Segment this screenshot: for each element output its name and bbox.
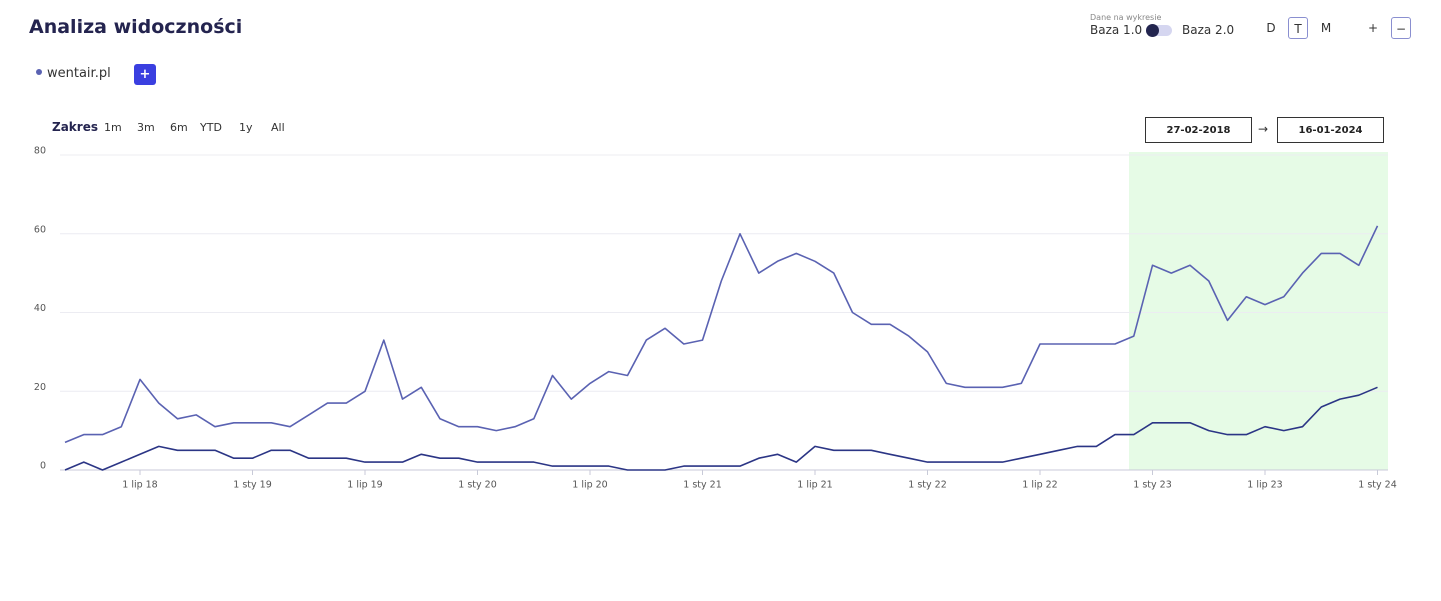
x-tick-label: 1 sty 19 <box>233 480 271 491</box>
legend-dot <box>36 69 42 75</box>
y-tick-label: 80 <box>34 146 46 157</box>
x-tick-label: 1 lip 19 <box>347 480 382 491</box>
range-option[interactable]: 3m <box>137 121 155 134</box>
y-tick-label: 60 <box>34 224 46 235</box>
range-option[interactable]: 6m <box>170 121 188 134</box>
x-tick-label: 1 lip 21 <box>797 480 832 491</box>
y-tick-label: 40 <box>34 303 46 314</box>
x-tick-label: 1 sty 24 <box>1358 480 1396 491</box>
x-tick-label: 1 lip 20 <box>572 480 607 491</box>
base-toggle[interactable] <box>1146 24 1172 37</box>
y-tick-label: 20 <box>34 382 46 393</box>
granularity-button[interactable]: M <box>1320 21 1332 35</box>
series-line <box>64 225 1379 444</box>
range-option[interactable]: 1y <box>239 121 253 134</box>
legend-item[interactable]: wentair.pl <box>36 66 111 81</box>
range-option[interactable]: 1m <box>104 121 122 134</box>
range-label: Zakres <box>52 120 98 134</box>
x-tick-label: 1 lip 22 <box>1022 480 1057 491</box>
range-option[interactable]: YTD <box>200 121 222 134</box>
x-tick-label: 1 sty 22 <box>908 480 946 491</box>
x-tick-label: 1 sty 23 <box>1133 480 1171 491</box>
zoom-out-button[interactable]: − <box>1391 17 1411 39</box>
granularity-button[interactable]: T <box>1288 17 1308 39</box>
x-tick-label: 1 lip 23 <box>1247 480 1282 491</box>
base-1-option[interactable]: Baza 1.0 <box>1090 23 1143 37</box>
range-arrow: → <box>1258 122 1269 136</box>
legend-label: wentair.pl <box>47 66 111 81</box>
series-line <box>64 386 1378 471</box>
date-to-input[interactable]: 16-01-2024 <box>1277 117 1384 143</box>
selection-highlight <box>1129 152 1388 470</box>
x-tick-label: 1 sty 21 <box>683 480 721 491</box>
y-tick-label: 0 <box>40 461 46 472</box>
base-2-option[interactable]: Baza 2.0 <box>1182 23 1235 37</box>
x-tick-label: 1 sty 20 <box>458 480 496 491</box>
add-domain-button[interactable]: + <box>134 64 156 85</box>
zoom-in-button[interactable]: + <box>1367 21 1379 35</box>
granularity-button[interactable]: D <box>1266 21 1276 35</box>
range-option[interactable]: All <box>271 121 285 134</box>
data-source-label: Dane na wykresie <box>1090 13 1162 22</box>
date-from-input[interactable]: 27-02-2018 <box>1145 117 1252 143</box>
x-tick-label: 1 lip 18 <box>122 480 157 491</box>
page-title: Analiza widoczności <box>29 16 243 38</box>
